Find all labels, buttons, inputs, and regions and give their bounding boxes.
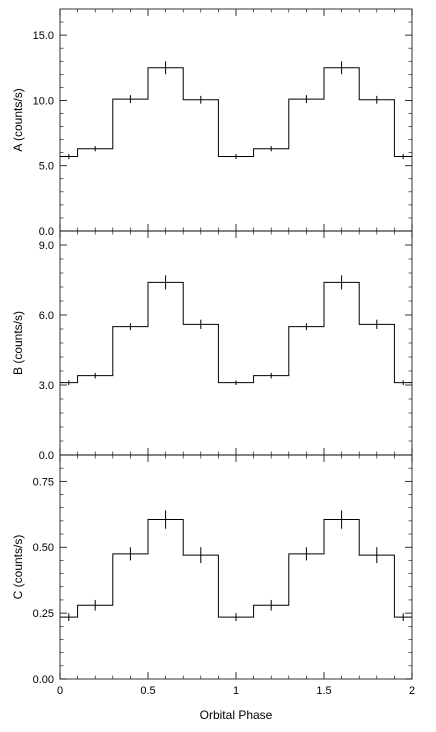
panel-a-ytick-label: 15.0 bbox=[33, 30, 54, 42]
panel-c-ylabel: C (counts/s) bbox=[11, 535, 25, 600]
panel-b-step-line bbox=[60, 281, 412, 384]
panel-b-ytick-label: 9.0 bbox=[39, 240, 54, 252]
panel-c-step-line bbox=[60, 519, 412, 618]
panel-c: 0.00 0.25 0.50 0.75 0 0.5 1 1.5 2 C (counts/s) bbox=[11, 454, 415, 697]
panel-a-step-line bbox=[60, 67, 412, 158]
x-tick-label: 0.5 bbox=[140, 685, 155, 697]
panel-b-ytick-label: 0.0 bbox=[39, 450, 54, 462]
panel-a-ytick-label: 10.0 bbox=[33, 95, 54, 107]
panel-c-ytick-label: 0.25 bbox=[33, 608, 54, 620]
panel-b-ytick-label: 6.0 bbox=[39, 310, 54, 322]
x-tick-label: 2 bbox=[409, 685, 415, 697]
panel-b: 0.0 3.0 6.0 9.0 B (counts/s) bbox=[11, 230, 413, 462]
x-tick-label: 0 bbox=[57, 685, 63, 697]
x-tick-label: 1 bbox=[233, 685, 239, 697]
panel-a-ylabel: A (counts/s) bbox=[11, 88, 25, 151]
panel-a-ytick-label: 5.0 bbox=[39, 161, 54, 173]
panel-c-ytick-label: 0.00 bbox=[33, 674, 54, 686]
panel-c-ytick-label: 0.75 bbox=[33, 476, 54, 488]
panel-b-ylabel: B (counts/s) bbox=[11, 311, 25, 375]
panel-a: 0.0 5.0 10.0 15.0 A (counts/s) bbox=[11, 8, 413, 238]
panel-b-ytick-label: 3.0 bbox=[39, 380, 54, 392]
x-axis-label: Orbital Phase bbox=[200, 708, 273, 722]
panel-c-ytick-label: 0.50 bbox=[33, 542, 54, 554]
x-tick-label: 1.5 bbox=[316, 685, 331, 697]
panel-a-ytick-label: 0.0 bbox=[39, 226, 54, 238]
